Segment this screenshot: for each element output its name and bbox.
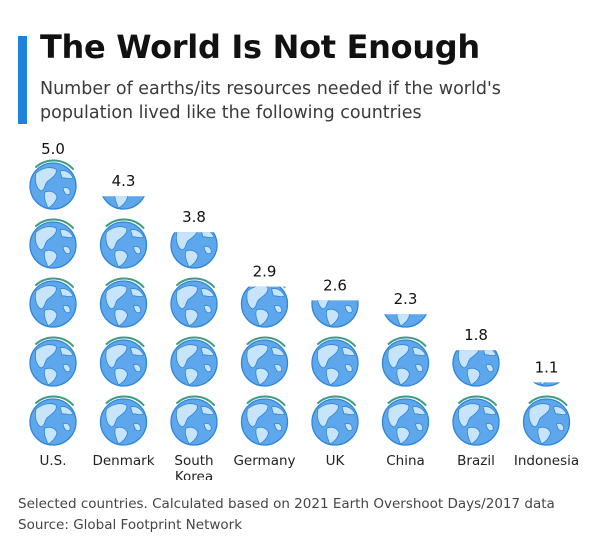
bar-south-korea xyxy=(170,232,218,446)
data-label-denmark: 4.3 xyxy=(112,172,136,190)
earth-globe-icon xyxy=(240,395,289,446)
data-label-indonesia: 1.1 xyxy=(535,358,559,376)
accent-bar xyxy=(18,36,27,124)
earth-globe-partial-icon xyxy=(240,286,289,328)
category-label-u-s: U.S. xyxy=(39,453,66,469)
bar-denmark xyxy=(99,196,148,446)
data-label-germany: 2.9 xyxy=(253,263,277,281)
earth-globe-icon xyxy=(381,336,430,387)
earth-globe-icon xyxy=(29,277,77,328)
earth-globe-icon xyxy=(311,336,359,387)
data-label-china: 2.3 xyxy=(394,290,418,308)
earth-globe-icon xyxy=(29,159,77,210)
earth-globe-icon xyxy=(99,395,148,446)
chart-subtitle: Number of earths/its resources needed if… xyxy=(40,79,501,123)
footer-source: Source: Global Footprint Network xyxy=(18,517,243,533)
category-label-uk: UK xyxy=(326,453,346,469)
category-label-south-korea: South Korea xyxy=(174,453,213,480)
bar-germany xyxy=(240,286,289,446)
earth-globe-icon xyxy=(381,395,430,446)
bar-uk xyxy=(311,300,359,446)
earth-globe-icon xyxy=(29,395,77,446)
data-label-south-korea: 3.8 xyxy=(182,208,206,226)
earth-globe-partial-icon xyxy=(170,232,218,269)
bar-indonesia xyxy=(522,382,571,446)
category-label-denmark: Denmark xyxy=(92,453,154,469)
data-label-u-s: 5.0 xyxy=(41,140,65,158)
category-label-china: China xyxy=(386,453,425,469)
earth-globe-icon xyxy=(452,395,500,446)
earth-globe-icon xyxy=(240,336,289,387)
footer-note: Selected countries. Calculated based on … xyxy=(18,496,555,512)
earth-globe-icon xyxy=(99,336,148,387)
data-label-brazil: 1.8 xyxy=(464,326,488,344)
earth-globe-icon xyxy=(170,277,218,328)
earth-globe-icon xyxy=(311,395,359,446)
earth-globe-icon xyxy=(99,277,148,328)
bar-u-s xyxy=(29,159,77,446)
pictogram-chart: 5.0 U.S. 4.3 Denmark 3.8 South Korea 2.9 Germany… xyxy=(29,140,579,480)
category-label-indonesia: Indonesia xyxy=(514,453,579,469)
earth-globe-icon xyxy=(99,218,148,269)
earth-globe-icon xyxy=(29,218,77,269)
bar-brazil xyxy=(452,350,500,446)
earth-globe-icon xyxy=(170,395,218,446)
data-label-uk: 2.6 xyxy=(323,276,347,294)
chart-title: The World Is Not Enough xyxy=(40,28,480,66)
earth-globe-icon xyxy=(170,336,218,387)
earth-globe-icon xyxy=(522,395,571,446)
category-label-germany: Germany xyxy=(233,453,295,469)
chart-footer: Selected countries. Calculated based on … xyxy=(18,494,555,536)
earth-globe-icon xyxy=(29,336,77,387)
category-label-brazil: Brazil xyxy=(457,453,495,469)
earth-globe-partial-icon xyxy=(452,350,500,387)
